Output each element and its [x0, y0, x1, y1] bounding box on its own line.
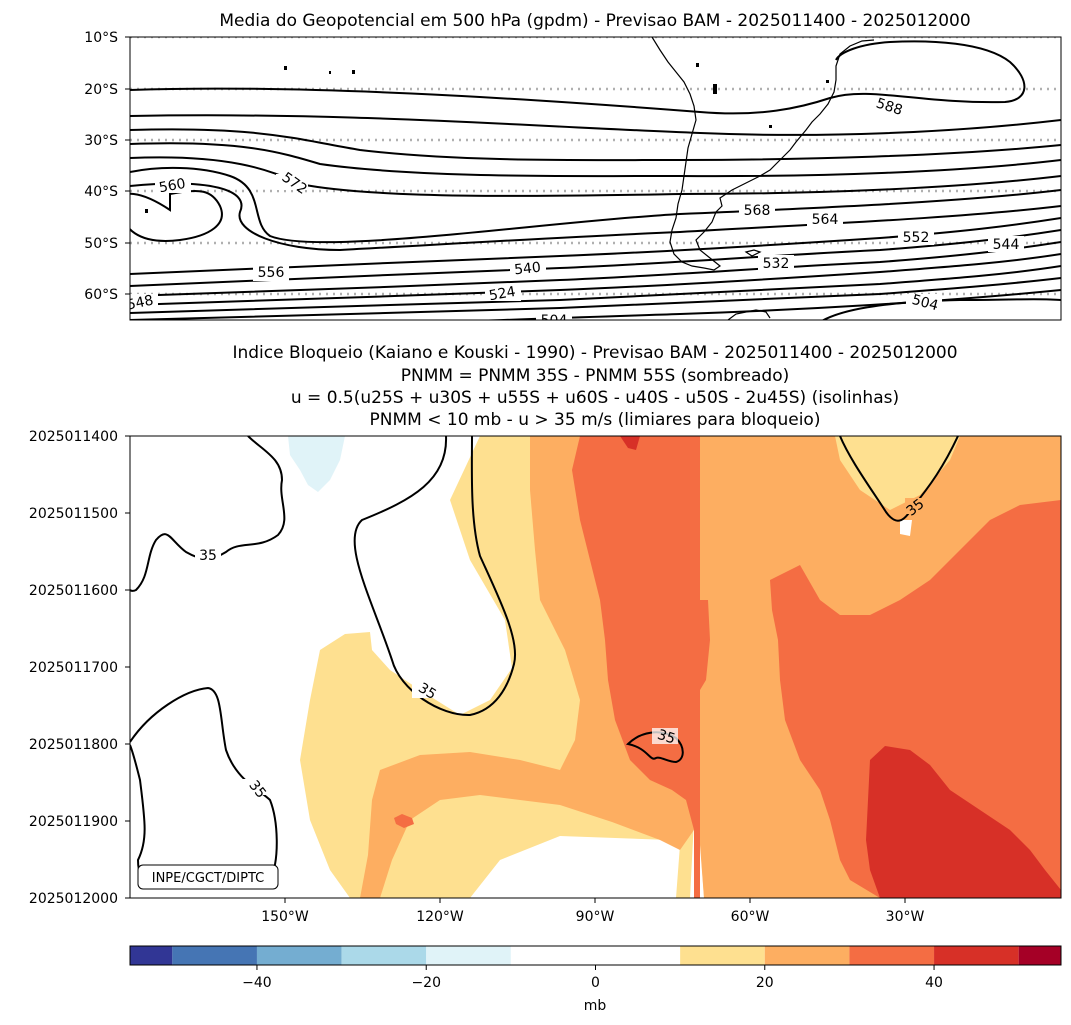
- colorbar-segment: [934, 946, 1019, 965]
- x-tick-120w: 120°W: [416, 909, 464, 925]
- colorbar-tick-label: 20: [756, 975, 774, 991]
- contour-label-504-right: 504: [910, 292, 940, 314]
- contour-label-588: 588: [874, 95, 904, 118]
- contour-label-524: 524: [488, 284, 517, 304]
- colorbar-segment: [1018, 946, 1061, 965]
- contour-label-548: 548: [125, 292, 154, 313]
- blocking-y-ticks: 2025011400 2025011500 2025011600 2025011…: [29, 429, 130, 907]
- colorbar-segment: [426, 946, 511, 965]
- u-contour-labels: 35 35 35 35 35: [195, 496, 931, 801]
- colorbar: −40 −20 0 20 40 mb: [129, 945, 1062, 1014]
- contour-label-572: 572: [279, 170, 310, 198]
- shade-40-50: [620, 436, 1061, 898]
- y-tick-2025011600: 2025011600: [29, 583, 118, 599]
- colorbar-segment: [341, 946, 427, 965]
- colorbar-segments: [130, 946, 1061, 965]
- colorbar-segment: [172, 946, 257, 965]
- geopotential-panel: Media do Geopotencial em 500 hPa (gpdm) …: [84, 11, 1062, 329]
- blocking-title-line-2: PNMM = PNMM 35S - PNMM 55S (sombreado): [401, 366, 790, 386]
- x-tick-60w: 60°W: [731, 909, 770, 925]
- colorbar-segment: [256, 946, 342, 965]
- contour-label-560: 560: [158, 176, 187, 196]
- contour-label-568: 568: [744, 203, 771, 219]
- y-tick-2025011400: 2025011400: [29, 429, 118, 445]
- colorbar-label: mb: [584, 998, 607, 1014]
- pacific-islands: [145, 63, 829, 213]
- y-tick-30s: 30°S: [84, 133, 118, 149]
- shade-white-hole: [900, 520, 912, 536]
- x-tick-90w: 90°W: [576, 909, 615, 925]
- y-tick-2025012000: 2025012000: [29, 891, 118, 907]
- geopotential-title: Media do Geopotencial em 500 hPa (gpdm) …: [219, 11, 970, 31]
- colorbar-segment: [849, 946, 935, 965]
- colorbar-ticks: −40 −20 0 20 40: [242, 965, 943, 991]
- colorbar-segment: [764, 946, 850, 965]
- blocking-title-line-1: Indice Bloqueio (Kaiano e Kouski - 1990)…: [232, 343, 957, 363]
- y-tick-40s: 40°S: [84, 184, 118, 200]
- shade-minus10-minus20: [288, 436, 345, 492]
- contour-label-544: 544: [993, 237, 1020, 253]
- south-america-coastline: [651, 37, 875, 271]
- colorbar-tick-label: −40: [242, 975, 272, 991]
- blocking-title-line-4: PNMM < 10 mb - u > 35 m/s (limiares para…: [370, 410, 821, 430]
- contour-label-552: 552: [903, 230, 930, 246]
- pnmm-shading: [288, 436, 1061, 898]
- y-tick-2025011900: 2025011900: [29, 814, 118, 830]
- y-tick-10s: 10°S: [84, 30, 118, 46]
- blocking-title-line-3: u = 0.5(u25S + u30S + u55S + u60S - u40S…: [291, 388, 899, 408]
- geopotential-frame: [129, 36, 1062, 321]
- contour-label-564: 564: [812, 212, 839, 228]
- x-tick-150w: 150°W: [261, 909, 309, 925]
- credit-box: INPE/CGCT/DIPTC: [137, 864, 279, 890]
- contour-label-532: 532: [763, 256, 790, 272]
- y-tick-20s: 20°S: [84, 82, 118, 98]
- contour-label-556: 556: [258, 265, 285, 281]
- u-label-35-a: 35: [199, 548, 217, 564]
- y-tick-50s: 50°S: [84, 236, 118, 252]
- contour-label-540: 540: [513, 260, 541, 279]
- x-tick-30w: 30°W: [886, 909, 925, 925]
- u-label-35-c: 35: [655, 727, 677, 748]
- y-tick-60s: 60°S: [84, 287, 118, 303]
- blocking-panel: Indice Bloqueio (Kaiano e Kouski - 1990)…: [29, 343, 1062, 925]
- colorbar-segment: [680, 946, 765, 965]
- colorbar-tick-label: −20: [411, 975, 441, 991]
- colorbar-segment: [510, 946, 681, 965]
- y-tick-2025011700: 2025011700: [29, 660, 118, 676]
- colorbar-tick-label: 0: [591, 975, 600, 991]
- geopotential-y-ticks: 10°S 20°S 30°S 40°S 50°S 60°S: [84, 30, 130, 303]
- blocking-title: Indice Bloqueio (Kaiano e Kouski - 1990)…: [232, 343, 957, 430]
- geopotential-contours: [130, 40, 1061, 320]
- contour-label-504-bottom: 504: [541, 313, 568, 329]
- y-tick-2025011800: 2025011800: [29, 737, 118, 753]
- credit-text: INPE/CGCT/DIPTC: [152, 871, 264, 886]
- colorbar-segment: [130, 946, 173, 965]
- blocking-x-ticks: 150°W 120°W 90°W 60°W 30°W: [261, 898, 924, 925]
- y-tick-2025011500: 2025011500: [29, 506, 118, 522]
- falkland-islands: [744, 249, 762, 257]
- colorbar-tick-label: 40: [925, 975, 943, 991]
